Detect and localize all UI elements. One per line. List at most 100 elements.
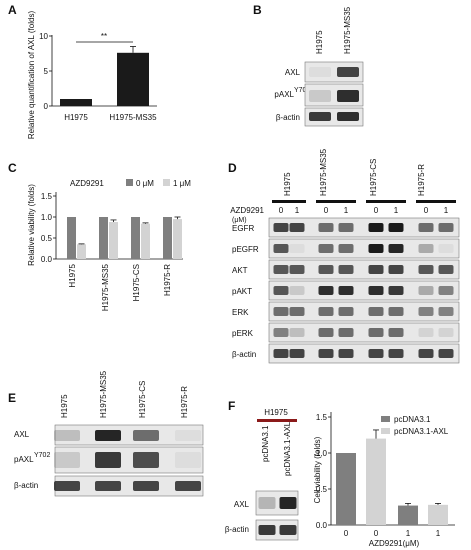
panel-f-lane-0: pcDNA3.1 — [261, 425, 270, 462]
panel-e-band-0-1 — [95, 430, 121, 441]
panel-d-band-4-5 — [388, 307, 404, 316]
panel-d-band-1-6 — [418, 244, 434, 253]
panel-d-band-5-3 — [338, 328, 354, 337]
panel-d-blot-5 — [268, 322, 460, 343]
panel-e-row-paxl: pAXL — [14, 455, 34, 464]
panel-c-bar-3-0 — [163, 217, 172, 259]
panel-d-blot-4 — [268, 301, 460, 322]
panel-e-bands — [54, 430, 201, 491]
panel-d-group-bar-3 — [416, 200, 456, 203]
panel-label-f: F — [228, 399, 235, 413]
panel-f-xtick-2: 1 — [406, 529, 411, 538]
panel-d-band-5-2 — [318, 328, 334, 337]
panel-b-band-1-1 — [337, 90, 359, 102]
panel-e-row-axl: AXL — [14, 430, 30, 439]
panel-e-band-2-1 — [95, 481, 121, 491]
panel-c-bar-0-1 — [77, 244, 86, 259]
panel-e-blot-axl — [54, 424, 204, 446]
panel-b-band-1-0 — [309, 90, 331, 102]
panel-e-row-paxl-superscript: Y702 — [34, 452, 50, 459]
panel-b: B H1975 H1975-MS35 AXL pAXL Y702 β-actin — [253, 3, 364, 127]
panel-f-legend-0: pcDNA3.1 — [394, 415, 431, 424]
panel-d-band-3-3 — [338, 286, 354, 295]
panel-c-bar-1-0 — [99, 217, 108, 259]
panel-c-xtick-2: H1975-CS — [132, 264, 141, 301]
panel-d-band-2-7 — [438, 265, 454, 274]
panel-d-line-1: H1975-MS35 — [319, 148, 328, 196]
panel-e-row-actin: β-actin — [14, 481, 38, 490]
panel-d-treatment-label: AZD9291 — [230, 206, 264, 215]
panel-e-band-1-3 — [175, 452, 201, 468]
panel-f-legend-swatch-0 — [381, 416, 390, 422]
panel-d-band-1-2 — [318, 244, 334, 253]
panel-b-band-0-1 — [337, 67, 359, 77]
panel-f-blot-title: H1975 — [264, 408, 288, 417]
panel-d-band-3-7 — [438, 286, 454, 295]
panel-d-doses: 0 1 0 1 0 1 0 1 — [279, 206, 449, 215]
panel-d-band-2-3 — [338, 265, 354, 274]
panel-d-dose-3: 1 — [344, 206, 349, 215]
panel-f-legend-swatch-1 — [381, 428, 390, 434]
panel-f-xtick-1: 0 — [374, 529, 379, 538]
panel-a-bar-0 — [60, 99, 92, 106]
panel-d-band-4-0 — [273, 307, 289, 316]
panel-d-row-5: pERK — [232, 329, 254, 338]
panel-f-bar-1 — [366, 438, 386, 525]
panel-d-band-6-6 — [418, 349, 434, 358]
panel-c-legend-0: 0 μM — [136, 179, 154, 188]
panel-a-bar-1 — [117, 52, 149, 106]
panel-d-band-2-6 — [418, 265, 434, 274]
panel-f-ylabel: Cell viability (folds) — [313, 436, 322, 503]
panel-e-lane-2: H1975-CS — [138, 381, 147, 418]
panel-f-bar-3 — [428, 504, 448, 525]
panel-d-blot-3 — [268, 280, 460, 301]
panel-d-band-3-6 — [418, 286, 434, 295]
panel-d-band-6-0 — [273, 349, 289, 358]
panel-d-row-2: AKT — [232, 266, 248, 275]
panel-d-band-2-4 — [368, 265, 384, 274]
panel-e-band-1-1 — [95, 452, 121, 468]
panel-d-band-5-0 — [273, 328, 289, 337]
panel-f-band-1-0 — [258, 525, 276, 535]
panel-f-bars: 0 0 1 1 — [336, 429, 448, 538]
panel-d-band-6-4 — [368, 349, 384, 358]
panel-f-ytick-1: 0.5 — [316, 485, 328, 494]
panel-d-row-6: β-actin — [232, 350, 256, 359]
panel-d-band-3-4 — [368, 286, 384, 295]
panel-d-band-4-3 — [338, 307, 354, 316]
panel-d-band-0-6 — [418, 223, 434, 232]
panel-label-c: C — [8, 161, 17, 175]
panel-d-dose-2: 0 — [324, 206, 329, 215]
panel-b-band-0-0 — [309, 67, 331, 77]
panel-d-band-1-7 — [438, 244, 454, 253]
panel-e-band-1-2 — [133, 452, 159, 468]
panel-f-xlabel: AZD9291(μM) — [369, 539, 420, 548]
panel-d-band-5-4 — [368, 328, 384, 337]
panel-d-band-1-5 — [388, 244, 404, 253]
panel-a-xtick-0: H1975 — [64, 113, 88, 122]
panel-d-dose-7: 1 — [444, 206, 449, 215]
panel-d-band-0-3 — [338, 223, 354, 232]
panel-label-e: E — [8, 391, 16, 405]
panel-a-xtick-1: H1975-MS35 — [109, 113, 157, 122]
panel-d-blot-6 — [268, 343, 460, 364]
panel-d-blot-2 — [268, 259, 460, 280]
panel-d-band-1-0 — [273, 244, 289, 253]
panel-c-ytick-1: 0.5 — [41, 234, 53, 243]
panel-d-group-bar-1 — [316, 200, 356, 203]
panel-d-band-2-0 — [273, 265, 289, 274]
panel-d-band-5-1 — [289, 328, 305, 337]
panel-d-band-4-6 — [418, 307, 434, 316]
panel-f-lane-1: pcDNA3.1-AXL — [283, 421, 292, 476]
panel-f-bands — [258, 497, 297, 535]
panel-c-bar-0-0 — [67, 217, 76, 259]
panel-d-band-0-2 — [318, 223, 334, 232]
panel-f-legend-1: pcDNA3.1-AXL — [394, 427, 449, 436]
panel-d-band-0-4 — [368, 223, 384, 232]
panel-c-ytick-3: 1.5 — [41, 192, 53, 201]
panel-b-band-2-0 — [309, 112, 331, 121]
panel-b-row-actin: β-actin — [276, 113, 300, 122]
panel-d-blots — [268, 217, 460, 364]
panel-d-blot-1 — [268, 238, 460, 259]
panel-d: D H1975 H1975-MS35 H1975-CS H1975-R AZD9… — [228, 148, 460, 364]
